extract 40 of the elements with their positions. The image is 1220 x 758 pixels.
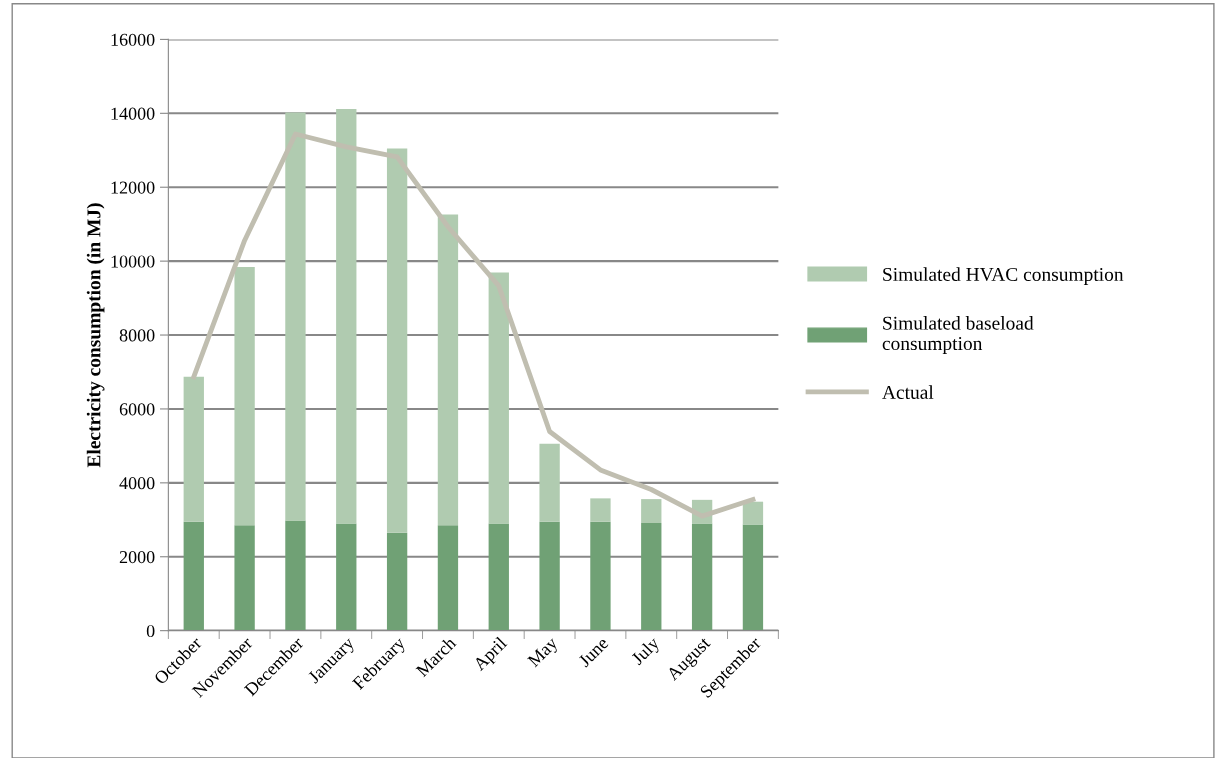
bar xyxy=(437,214,459,526)
bar xyxy=(742,524,764,631)
bar xyxy=(234,267,255,526)
y-tick-label: 16000 xyxy=(111,33,155,46)
bar xyxy=(386,148,408,533)
bar xyxy=(488,272,509,524)
y-tick-label: 14000 xyxy=(111,107,155,120)
bar xyxy=(183,521,204,631)
legend-label: Simulated HVAC consumption xyxy=(883,267,1124,285)
bar xyxy=(285,112,306,521)
bar xyxy=(590,498,611,522)
legend-label: Actual xyxy=(882,385,934,399)
bar xyxy=(437,525,459,631)
legend-label: Simulated baseload consumption xyxy=(882,316,1034,355)
bar xyxy=(539,443,560,522)
x-tick-label: July xyxy=(630,635,663,669)
bar xyxy=(691,523,713,631)
x-tick-label: June xyxy=(577,636,609,668)
bar xyxy=(641,523,662,631)
y-tick-label: 12000 xyxy=(111,181,155,194)
bar xyxy=(488,523,509,631)
bar xyxy=(285,520,306,631)
line-series xyxy=(191,131,756,519)
y-tick-label: 4000 xyxy=(119,477,155,490)
x-tick-label: May xyxy=(527,636,562,671)
bar xyxy=(336,108,357,524)
bar xyxy=(590,521,611,631)
bar xyxy=(234,525,255,631)
y-tick-label: 8000 xyxy=(119,329,155,342)
bar xyxy=(641,499,662,524)
y-tick-label: 6000 xyxy=(119,403,155,416)
bar xyxy=(183,376,204,522)
y-tick-label: 2000 xyxy=(119,551,155,564)
y-tick-label: 0 xyxy=(146,624,155,638)
y-axis-title: Electricity consumption (in MJ) xyxy=(86,203,105,468)
bar xyxy=(336,523,357,631)
y-tick-label: 10000 xyxy=(111,255,155,268)
bar xyxy=(386,532,408,631)
bar xyxy=(539,521,560,631)
bar xyxy=(742,501,764,525)
